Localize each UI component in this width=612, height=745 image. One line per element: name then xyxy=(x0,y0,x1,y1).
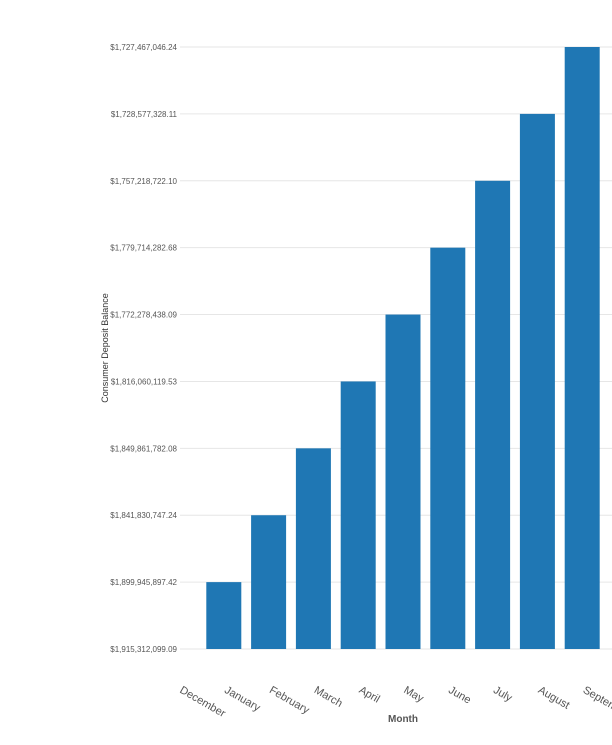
bar-july[interactable] xyxy=(475,180,511,649)
bar-june[interactable] xyxy=(430,247,466,649)
y-axis-title: Consumer Deposit Balance xyxy=(100,293,110,403)
bar-february[interactable] xyxy=(251,515,287,649)
x-tick-label: September xyxy=(581,684,612,721)
bar-may[interactable] xyxy=(385,314,421,649)
y-tick-label: $1,899,945,897.42 xyxy=(110,578,177,587)
x-tick-label: August xyxy=(536,684,572,712)
x-tick-label: March xyxy=(312,684,344,710)
x-tick-label: January xyxy=(222,684,262,714)
y-tick-label: $1,727,467,046.24 xyxy=(110,43,177,52)
y-tick-label: $1,779,714,282.68 xyxy=(110,244,177,253)
x-tick-label: December xyxy=(178,684,228,720)
x-tick-label: July xyxy=(491,684,514,704)
bar-august[interactable] xyxy=(519,113,555,649)
x-tick-label: April xyxy=(357,684,382,705)
bar-march[interactable] xyxy=(295,448,331,649)
bar-september[interactable] xyxy=(564,47,600,649)
y-tick-label: $1,915,312,099.09 xyxy=(110,645,177,654)
x-tick-label: February xyxy=(267,684,312,717)
y-tick-label: $1,841,830,747.24 xyxy=(110,511,177,520)
y-tick-label: $1,757,218,722.10 xyxy=(110,177,177,186)
y-tick-label: $1,816,060,119.53 xyxy=(111,377,178,386)
y-tick-label: $1,849,861,782.08 xyxy=(110,444,177,453)
y-tick-label: $1,772,278,438.09 xyxy=(110,311,177,320)
x-tick-label: June xyxy=(446,684,473,706)
x-tick-label: May xyxy=(402,684,426,705)
bar-january[interactable] xyxy=(206,582,242,649)
x-axis-title: Month xyxy=(388,714,418,725)
bar-april[interactable] xyxy=(340,381,376,649)
y-tick-label: $1,728,577,328.11 xyxy=(111,110,178,119)
